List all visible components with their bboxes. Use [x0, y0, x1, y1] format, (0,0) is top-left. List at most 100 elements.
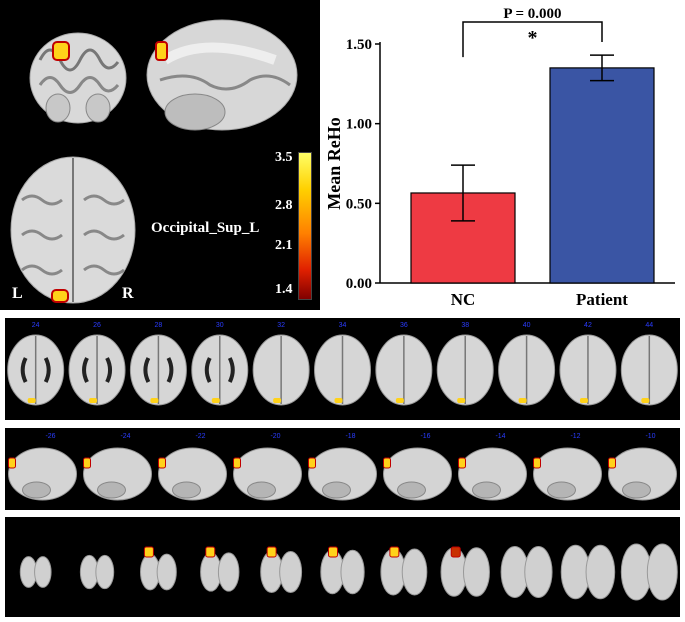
cerebellum-shape: [322, 481, 351, 499]
significance-star: *: [528, 27, 538, 49]
coronal-hemisphere: [462, 547, 490, 597]
coronal-hemisphere: [585, 544, 616, 600]
activation-blob: [211, 398, 220, 403]
region-label: Occipital_Sup_L: [151, 220, 260, 236]
ventricle-shape: [82, 357, 113, 383]
activation-blob: [518, 398, 527, 403]
activation-blob: [8, 457, 16, 469]
slice-number: -16: [420, 433, 430, 440]
slice-number: 34: [339, 322, 347, 329]
slice-number: -22: [195, 433, 205, 440]
activation-blob: [143, 546, 154, 558]
activation-blob: [395, 398, 404, 403]
x-tick-label: Patient: [576, 290, 628, 309]
cerebellum-shape: [247, 481, 276, 499]
activation-blob: [273, 398, 282, 403]
slice-number: -12: [570, 433, 580, 440]
slice-number: -14: [495, 433, 505, 440]
colorbar-tick: 2.1: [275, 238, 293, 253]
bar-nc: [410, 192, 516, 284]
sagittal-slice-strip: -26 -24 -22 -20 -18 -16 -14 -12 -10: [5, 428, 680, 510]
activation-blob: [150, 398, 159, 403]
y-axis-label: Mean ReHo: [324, 117, 344, 209]
y-tick-label: 1.00: [346, 117, 372, 133]
activation-blob: [328, 546, 338, 558]
colorbar-tick: 2.8: [275, 198, 293, 213]
ventricle-shape: [143, 357, 174, 383]
brain-overview-illustration: [10, 19, 298, 304]
reho-bar-chart: 0.00 0.50 1.00 1.50 Mean ReHo NC Patient P = 0.…: [324, 6, 675, 309]
slice-number: -24: [120, 433, 130, 440]
slice-number: -26: [45, 433, 55, 440]
slice-number: 26: [93, 322, 101, 329]
activation-blob: [89, 398, 98, 403]
activation-blob: [457, 398, 466, 403]
sagittal-brain-slice: [146, 19, 298, 131]
cerebellum-shape: [622, 481, 651, 499]
slice-number: -20: [270, 433, 280, 440]
slice-number: 32: [277, 322, 285, 329]
activation-blob: [27, 398, 36, 403]
activation-blob: [533, 457, 541, 469]
coronal-hemisphere: [401, 548, 428, 596]
slice-number: -10: [645, 433, 655, 440]
coronal-hemisphere: [156, 553, 177, 591]
coronal-hemisphere: [279, 551, 303, 593]
slice-number: -18: [345, 433, 355, 440]
left-hemisphere-label: L: [12, 285, 23, 302]
activation-blob: [205, 546, 216, 558]
activation-blob: [266, 546, 277, 558]
activation-blob: [458, 457, 466, 469]
bar-patient: [549, 67, 655, 284]
slice-number: 24: [32, 322, 40, 329]
activation-blob: [450, 546, 461, 558]
y-tick-label: 1.50: [346, 37, 372, 53]
slice-number: 36: [400, 322, 408, 329]
activation-blob: [233, 457, 241, 469]
cerebellum-shape: [547, 481, 576, 499]
y-tick-label: 0.50: [346, 196, 372, 212]
coronal-brain-slice: [29, 32, 127, 124]
brain-overview-panel: L R Occipital_Sup_L 3.5 2.8 2.1 1.4: [0, 0, 320, 310]
coronal-hemisphere: [646, 543, 678, 601]
activation-blob: [641, 398, 650, 403]
coronal-hemisphere: [34, 556, 52, 588]
activation-blob: [334, 398, 343, 403]
activation-blob: [383, 457, 391, 469]
activation-blob: [389, 546, 400, 558]
slice-number: 30: [216, 322, 224, 329]
colorbar-tick: 1.4: [275, 282, 293, 297]
slice-number: 42: [584, 322, 592, 329]
axial-brain-slice: [10, 156, 136, 304]
axial-slices: 24 26 28 30 32 34 36 38 40 42 44: [7, 322, 678, 406]
activation-blob: [579, 398, 588, 403]
coronal-hemisphere: [524, 546, 553, 598]
ventricle-shape: [20, 357, 51, 383]
ventricle-shape: [204, 357, 235, 383]
y-tick-label: 0.00: [346, 276, 372, 292]
slice-number: 40: [523, 322, 531, 329]
colorbar: [298, 152, 312, 300]
sagittal-slices: -26 -24 -22 -20 -18 -16 -14 -12 -10: [8, 433, 677, 501]
activation-blob: [158, 457, 166, 469]
slice-number: 28: [155, 322, 163, 329]
cerebellum-shape: [172, 481, 201, 499]
slice-number: 44: [645, 322, 653, 329]
cerebellum-shape: [22, 481, 51, 499]
x-tick-label: NC: [451, 290, 476, 309]
coronal-hemisphere: [217, 552, 240, 592]
axial-slice-strip: 24 26 28 30 32 34 36 38 40 42 44: [5, 318, 680, 420]
coronal-hemisphere: [340, 549, 365, 595]
cerebellum-shape: [397, 481, 426, 499]
coronal-hemisphere: [95, 554, 115, 590]
significance-bracket: [462, 21, 603, 58]
colorbar-tick: 3.5: [275, 150, 293, 165]
cerebellum-shape: [472, 481, 501, 499]
activation-blob: [608, 457, 616, 469]
slice-number: 38: [461, 322, 469, 329]
coronal-slices: [19, 543, 678, 601]
cerebellum-shape: [97, 481, 126, 499]
coronal-slice-strip: [5, 517, 680, 617]
activation-blob: [308, 457, 316, 469]
activation-blob: [83, 457, 91, 469]
